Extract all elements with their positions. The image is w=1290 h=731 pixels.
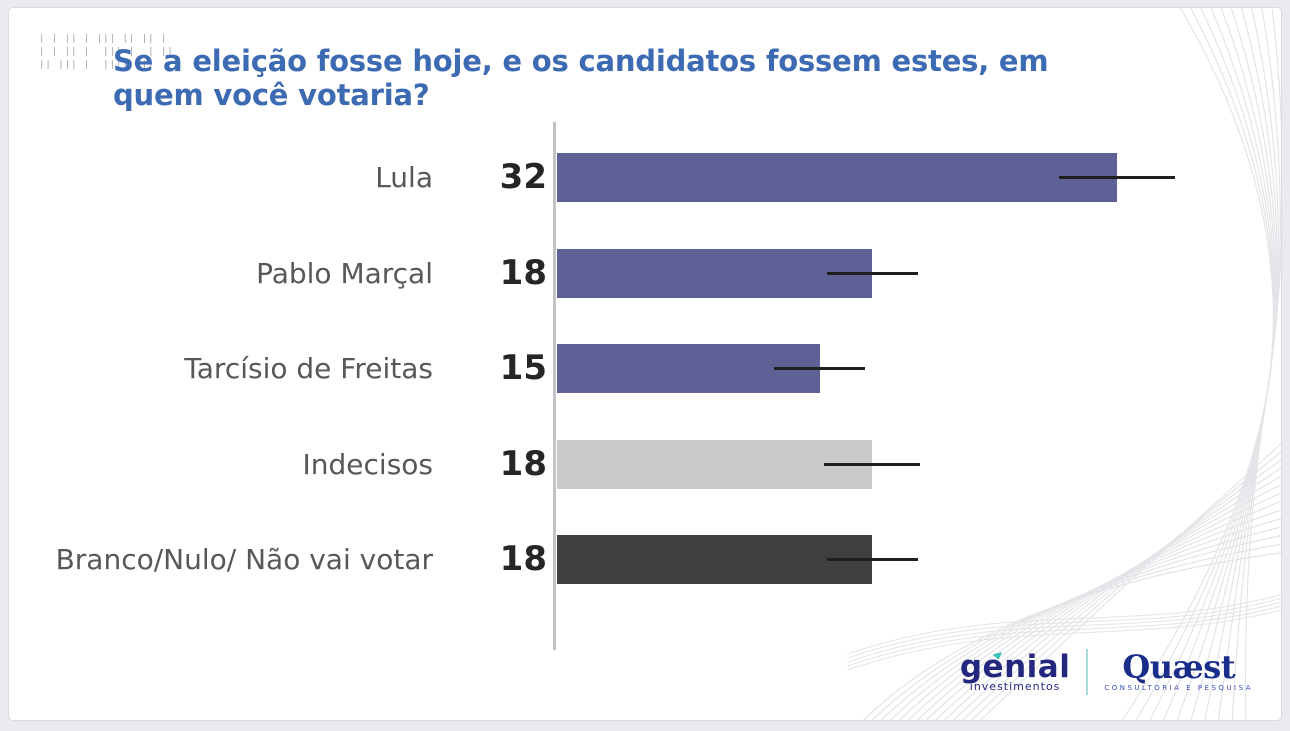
error-bar xyxy=(824,463,920,466)
quaest-logo-text: Quæst xyxy=(1122,648,1235,686)
genial-logo-text: genial xyxy=(959,648,1071,685)
quaest-logo: Quæst CONSULTORIA E PESQUISA xyxy=(1104,648,1253,692)
category-label: Pablo Marçal xyxy=(256,257,433,290)
genial-logo: genial investimentos xyxy=(959,647,1071,693)
error-bar xyxy=(827,272,918,275)
category-label: Tarcísio de Freitas xyxy=(184,352,433,385)
category-label: Indecisos xyxy=(302,448,433,481)
chart-row: Branco/Nulo/ Não vai votar 18 xyxy=(9,535,1281,584)
error-bar xyxy=(827,558,918,561)
bar xyxy=(557,535,872,584)
value-label: 18 xyxy=(499,253,547,293)
logo-divider xyxy=(1086,649,1089,695)
chart-row: Indecisos 18 xyxy=(9,440,1281,489)
bar xyxy=(557,249,872,298)
page-title: Se a eleição fosse hoje, e os candidatos… xyxy=(113,44,1049,112)
chart-row: Pablo Marçal 18 xyxy=(9,249,1281,298)
bar xyxy=(557,153,1117,202)
quaest-logo-subtext: CONSULTORIA E PESQUISA xyxy=(1104,684,1253,692)
category-label: Lula xyxy=(375,161,433,194)
dashes-pattern-icon: | | || | ||| || || | | | || | ||| | | ||… xyxy=(39,34,174,70)
category-label: Branco/Nulo/ Não vai votar xyxy=(55,543,433,576)
error-bar xyxy=(774,367,865,370)
axis-line xyxy=(553,122,556,650)
chart-row: Tarcísio de Freitas 15 xyxy=(9,344,1281,393)
bar-chart: Lula 32 Pablo Marçal 18 Tarcísio de Freitas 1… xyxy=(9,8,1281,720)
chart-row: Lula 32 xyxy=(9,153,1281,202)
error-bar xyxy=(1059,176,1175,179)
slide: | | || | ||| || || | | | || | ||| | | ||… xyxy=(8,7,1282,721)
value-label: 32 xyxy=(499,157,547,197)
value-label: 18 xyxy=(499,444,547,484)
bar xyxy=(557,440,872,489)
genial-logo-subtext: investimentos xyxy=(969,679,1061,693)
value-label: 15 xyxy=(499,348,547,388)
footer-logos: genial investimentos Quæst CONSULTORIA E… xyxy=(960,642,1253,702)
value-label: 18 xyxy=(499,539,547,579)
